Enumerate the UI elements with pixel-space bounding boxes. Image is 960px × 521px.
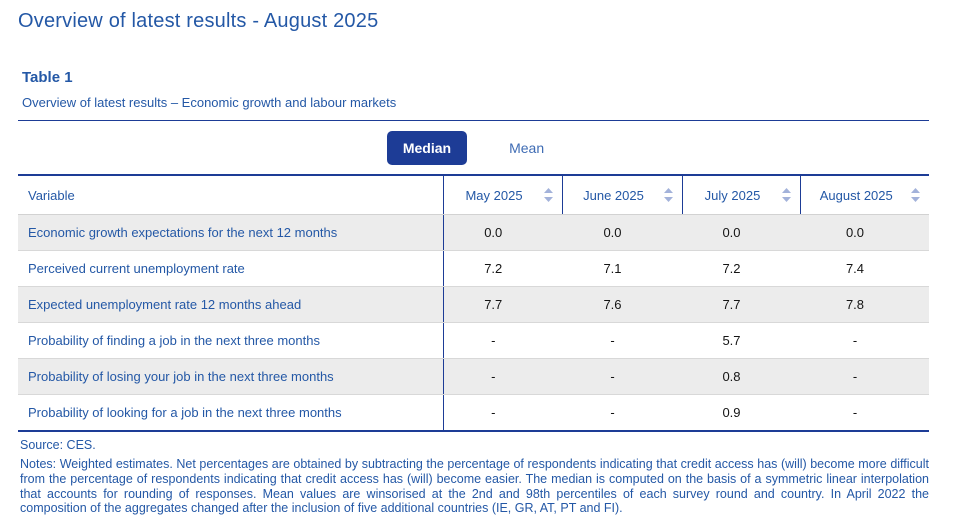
table-row: Probability of finding a job in the next… <box>18 322 929 359</box>
toggle-median-button[interactable]: Median <box>386 130 468 165</box>
value-cell: - <box>562 358 682 395</box>
table-row: Expected unemployment rate 12 months ahe… <box>18 286 929 323</box>
value-cell: 0.0 <box>800 214 929 251</box>
divider <box>18 120 929 121</box>
value-cell: 7.2 <box>682 250 800 287</box>
column-header-month[interactable]: June 2025 <box>561 175 682 215</box>
value-cell: - <box>443 322 562 359</box>
value-cell: 0.0 <box>682 214 800 251</box>
value-cell: 7.2 <box>443 250 562 287</box>
value-cell: 0.9 <box>682 394 800 431</box>
value-cell: 0.0 <box>443 214 562 251</box>
source-note: Source: CES. <box>20 438 96 452</box>
variable-cell: Probability of losing your job in the ne… <box>18 358 444 395</box>
statistic-toggle: Median Mean <box>18 121 929 174</box>
column-header-label: May 2025 <box>465 187 523 203</box>
value-cell: - <box>443 394 562 431</box>
value-cell: 7.6 <box>562 286 682 323</box>
value-cell: 7.1 <box>562 250 682 287</box>
table-row: Probability of looking for a job in the … <box>18 394 929 431</box>
value-cell: - <box>800 322 929 359</box>
column-header-month[interactable]: July 2025 <box>681 175 800 215</box>
page: Overview of latest results - August 2025… <box>18 10 929 516</box>
table-header-row: Variable May 2025 June 2025 July 2025 August… <box>18 175 929 215</box>
results-table: Variable May 2025 June 2025 July 2025 August… <box>18 174 929 432</box>
value-cell: 7.7 <box>443 286 562 323</box>
column-header-label: August 2025 <box>819 187 893 203</box>
column-header-variable: Variable <box>18 175 444 215</box>
sort-icon[interactable] <box>663 188 673 202</box>
value-cell: 7.7 <box>682 286 800 323</box>
value-cell: - <box>443 358 562 395</box>
value-cell: - <box>800 394 929 431</box>
variable-cell: Economic growth expectations for the nex… <box>18 214 444 251</box>
variable-cell: Probability of finding a job in the next… <box>18 322 444 359</box>
sort-icon[interactable] <box>781 188 791 202</box>
value-cell: - <box>562 322 682 359</box>
value-cell: 0.0 <box>562 214 682 251</box>
sort-icon[interactable] <box>911 188 920 202</box>
variable-cell: Perceived current unemployment rate <box>18 250 444 287</box>
value-cell: 5.7 <box>682 322 800 359</box>
table-label: Table 1 <box>22 69 73 86</box>
value-cell: - <box>562 394 682 431</box>
value-cell: 0.8 <box>682 358 800 395</box>
notes-text: Notes: Weighted estimates. Net percentag… <box>20 457 929 516</box>
value-cell: 7.4 <box>800 250 929 287</box>
value-cell: 7.8 <box>800 286 929 323</box>
variable-cell: Expected unemployment rate 12 months ahe… <box>18 286 444 323</box>
table-row: Economic growth expectations for the nex… <box>18 214 929 251</box>
table-row: Probability of losing your job in the ne… <box>18 358 929 395</box>
toggle-mean-button[interactable]: Mean <box>493 131 560 165</box>
variable-cell: Probability of looking for a job in the … <box>18 394 444 431</box>
column-header-month[interactable]: May 2025 <box>442 175 562 215</box>
column-header-label: July 2025 <box>704 187 761 203</box>
page-title: Overview of latest results - August 2025 <box>18 10 379 32</box>
table-row: Perceived current unemployment rate 7.2 7.… <box>18 250 929 287</box>
table-subtitle: Overview of latest results – Economic gr… <box>22 95 397 110</box>
column-header-month[interactable]: August 2025 <box>799 175 929 215</box>
sort-icon[interactable] <box>543 188 553 202</box>
column-header-label: June 2025 <box>583 187 644 203</box>
value-cell: - <box>800 358 929 395</box>
